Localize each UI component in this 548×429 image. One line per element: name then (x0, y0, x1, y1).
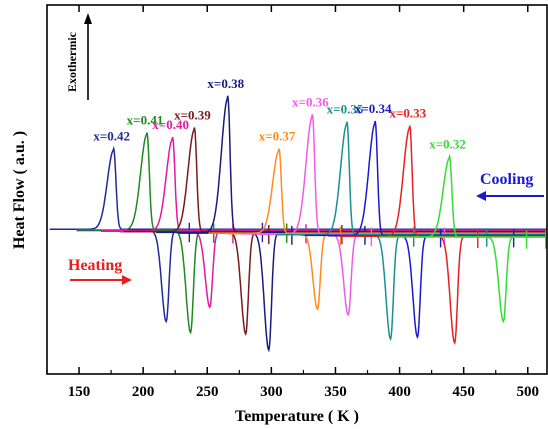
cooling-curve-x=0.38 (157, 95, 547, 234)
y-axis-title: Heat Flow ( a.u. ) (11, 131, 28, 249)
heating-curve-x=0.41 (100, 230, 294, 335)
series-label-x=0.36: x=0.36 (292, 94, 329, 109)
cooling-label: Cooling (480, 171, 533, 188)
series-label-x=0.32: x=0.32 (429, 136, 466, 151)
series-labels-layer: x=0.42 x=0.41x=0.40x=0.39 x=0.38 x=0.37 x=0.… (93, 76, 466, 152)
heating-curve-x=0.37 (227, 233, 421, 311)
cooling-curve-x=0.41 (76, 132, 547, 231)
cooling-curve-x=0.42 (49, 145, 547, 230)
series-label-x=0.40: x=0.40 (152, 117, 189, 132)
x-tick-label-250: 250 (196, 384, 219, 400)
heating-curve-x=0.38 (179, 232, 372, 353)
loop-edge-x=0.32 (525, 230, 547, 249)
x-tick-label-350: 350 (324, 384, 347, 400)
series-label-x=0.42: x=0.42 (93, 129, 130, 144)
heating-curve-x=0.35 (300, 234, 494, 342)
cooling-annotation: Cooling (476, 171, 544, 201)
ticks-layer: 150 200 250 300 350 400 450 500 (46, 5, 540, 400)
cooling-curve-x=0.39 (123, 127, 547, 233)
heating-curve-x=0.40 (120, 231, 313, 309)
exothermic-arrow-head (84, 13, 92, 24)
series-label-x=0.33: x=0.33 (389, 106, 426, 121)
x-tick-label-400: 400 (388, 384, 411, 400)
heating-curve-x=0.32 (413, 236, 547, 324)
x-tick-label-200: 200 (132, 384, 155, 400)
plot-frame (46, 4, 548, 375)
x-axis-title: Temperature ( K ) (235, 408, 359, 425)
series-label-x=0.37: x=0.37 (259, 129, 296, 144)
x-tick-label-500: 500 (517, 384, 540, 400)
loop-edge-x=0.34 (439, 228, 515, 248)
x-tick-label-450: 450 (452, 384, 475, 400)
heating-annotation: Heating (68, 257, 132, 285)
heating-label: Heating (68, 257, 122, 274)
series-label-x=0.34: x=0.34 (355, 101, 392, 116)
heating-curve-x=0.34 (327, 234, 521, 340)
x-tick-label-150: 150 (68, 384, 91, 400)
series-label-x=0.38: x=0.38 (207, 76, 244, 91)
heating-arrow-head (122, 275, 132, 285)
curves-layer (49, 95, 547, 353)
exothermic-annotation: Exothermic (65, 13, 92, 100)
exothermic-label: Exothermic (65, 31, 79, 92)
series-label-x=0.39: x=0.39 (174, 108, 211, 123)
series-label-x=0.35: x=0.35 (327, 102, 364, 117)
cooling-arrow-head (476, 191, 486, 201)
series-label-x=0.41: x=0.41 (127, 112, 164, 127)
x-tick-label-300: 300 (260, 384, 283, 400)
